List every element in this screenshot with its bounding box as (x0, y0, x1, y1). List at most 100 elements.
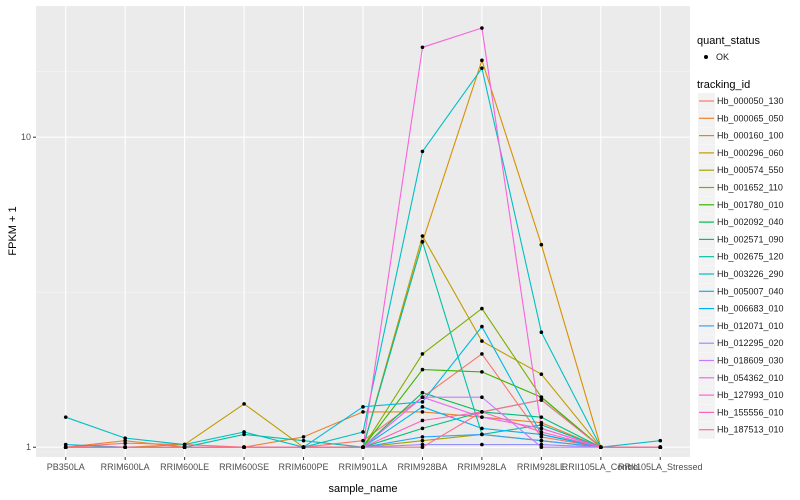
data-point (420, 390, 425, 395)
data-point (480, 415, 484, 419)
data-point (539, 372, 544, 377)
legend-label: Hb_187513_010 (717, 425, 784, 435)
data-point (301, 435, 306, 439)
data-point (539, 398, 544, 402)
legend-label: Hb_000160_100 (717, 131, 784, 141)
x-tick-label: RRIM600LE (160, 462, 209, 472)
data-point (361, 445, 365, 450)
data-point (361, 430, 365, 434)
legend-point-key (704, 55, 708, 59)
legend-label: Hb_000065_050 (717, 113, 784, 123)
data-point (658, 445, 663, 450)
data-point (182, 445, 187, 450)
data-point (420, 367, 425, 372)
legend-label: Hb_005007_040 (717, 286, 784, 296)
data-point (420, 426, 425, 431)
data-point (539, 426, 544, 431)
x-axis-title: sample_name (328, 483, 397, 495)
data-point (63, 442, 68, 447)
data-point (539, 442, 544, 447)
legend-label: Hb_000574_550 (717, 165, 784, 175)
legend-label: Hb_003226_290 (717, 269, 784, 279)
legend-title-quant-status: quant_status (697, 35, 760, 47)
data-point (480, 66, 484, 70)
x-tick-label: RRII105LA_Stressed (618, 462, 703, 472)
data-point (182, 442, 187, 447)
data-point (420, 405, 425, 409)
legend: quant_status OK tracking_id Hb_000050_13… (697, 35, 784, 439)
legend-label: Hb_001780_010 (717, 200, 784, 210)
data-point (480, 410, 484, 414)
grid (36, 6, 690, 457)
legend-series-entries: Hb_000050_130 Hb_000065_050 Hb_000160_100 H… (698, 93, 784, 439)
data-point (539, 445, 544, 450)
data-point (123, 445, 127, 450)
legend-label: Hb_018609_030 (717, 356, 784, 366)
data-point (420, 234, 425, 238)
data-point (242, 445, 246, 450)
data-point (539, 330, 544, 334)
legend-label: Hb_127993_010 (717, 390, 784, 400)
data-point (539, 395, 544, 400)
data-point (420, 438, 425, 443)
legend-label: Hb_001652_110 (717, 183, 783, 193)
data-points (63, 26, 663, 450)
y-axis: 1 10 (21, 132, 36, 452)
data-point (301, 438, 306, 443)
y-tick-label: 1 (26, 442, 31, 452)
legend-label: Hb_012295_020 (717, 338, 784, 348)
legend-label: Hb_002571_090 (717, 234, 784, 244)
legend-label: Hb_006683_010 (717, 304, 784, 314)
legend-label: Hb_002092_040 (717, 217, 784, 227)
legend-point-label: OK (716, 52, 729, 62)
x-tick-label: RRIM928LA (457, 462, 506, 472)
data-point (420, 410, 425, 414)
legend-point-entries: OK (704, 52, 729, 62)
data-point (361, 405, 365, 409)
data-point (63, 445, 68, 450)
data-point (599, 445, 603, 450)
x-axis: PB350LA RRIM600LA RRIM600LE RRIM600SE RRIM60… (47, 457, 703, 472)
x-tick-label: RRIM928BA (397, 462, 447, 472)
x-tick-label: RRII105LA_Control (562, 462, 640, 472)
data-point (420, 442, 425, 447)
data-point (123, 438, 127, 443)
x-tick-label: RRIM600PE (279, 462, 329, 472)
x-tick-label: PB350LA (47, 462, 85, 472)
data-point (539, 242, 544, 247)
data-point (539, 438, 544, 443)
data-point (242, 430, 246, 434)
legend-label: Hb_000296_060 (717, 148, 784, 158)
data-point (658, 438, 663, 443)
data-point (63, 415, 68, 419)
data-point (361, 438, 365, 443)
data-point (539, 415, 544, 419)
data-point (480, 442, 484, 447)
data-point (480, 426, 484, 431)
y-tick-label: 10 (21, 132, 31, 142)
data-point (480, 370, 484, 374)
data-point (480, 58, 484, 63)
data-point (480, 432, 484, 437)
legend-label: Hb_002675_120 (717, 252, 784, 262)
y-axis-title: FPKM + 1 (7, 206, 19, 255)
data-point (420, 45, 425, 50)
data-point (480, 26, 484, 30)
data-point (539, 430, 544, 434)
x-tick-label: RRIM600SE (219, 462, 269, 472)
legend-title-tracking-id: tracking_id (697, 79, 750, 91)
data-point (420, 400, 425, 404)
data-point (480, 339, 484, 343)
x-tick-label: RRIM600LA (101, 462, 150, 472)
legend-label: Hb_000050_130 (717, 96, 784, 106)
legend-label: Hb_012071_010 (717, 321, 784, 331)
data-point (480, 395, 484, 400)
data-point (242, 402, 246, 406)
data-point (123, 441, 127, 446)
data-point (420, 435, 425, 439)
data-point (480, 306, 484, 311)
data-point (480, 352, 484, 356)
data-point (420, 418, 425, 423)
data-point (420, 395, 425, 400)
